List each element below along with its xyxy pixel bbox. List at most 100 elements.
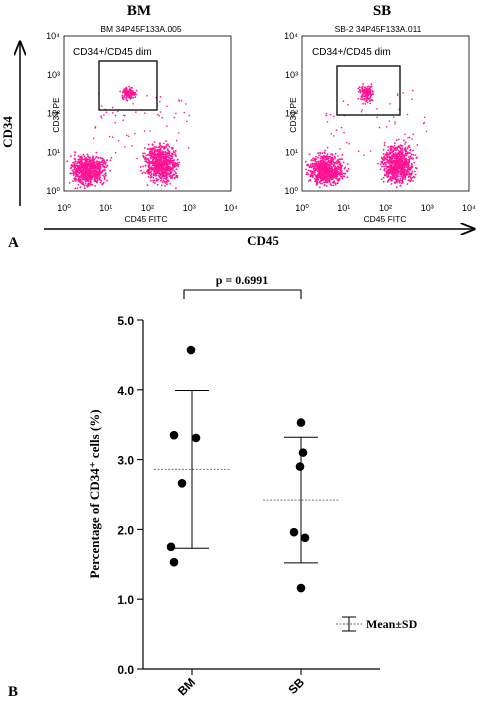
event-dot — [330, 153, 332, 156]
event-dot — [397, 145, 400, 147]
event-dot — [396, 161, 399, 164]
event-dot — [91, 167, 93, 169]
event-dot — [315, 155, 317, 158]
event-dot — [410, 165, 413, 168]
data-point — [169, 430, 179, 440]
event-dot — [383, 167, 386, 170]
event-dot — [315, 161, 318, 164]
event-dot — [321, 182, 324, 185]
event-dot — [174, 176, 177, 179]
y-tick-label: 10⁰ — [46, 186, 60, 196]
event-dot — [326, 155, 329, 157]
event-dot — [323, 162, 326, 165]
event-dot — [382, 163, 385, 166]
event-dot — [175, 168, 178, 171]
event-dot — [337, 155, 339, 157]
event-dot — [387, 146, 389, 148]
event-dot — [391, 145, 394, 148]
event-dot — [173, 116, 176, 119]
event-dot — [169, 161, 172, 164]
event-dot — [153, 164, 155, 166]
event-dot — [400, 153, 402, 155]
event-dot — [361, 85, 364, 88]
event-dot — [318, 154, 320, 157]
event-dot — [332, 171, 335, 174]
event-dot — [314, 164, 317, 167]
event-dot — [148, 154, 151, 157]
event-dot — [393, 173, 396, 176]
event-dot — [164, 156, 167, 158]
event-dot — [319, 182, 322, 185]
event-dot — [388, 171, 391, 174]
y-tick-label: 10¹ — [47, 147, 60, 157]
event-dot — [91, 176, 94, 179]
event-dot — [392, 161, 394, 164]
event-dot — [395, 164, 397, 167]
event-dot — [389, 169, 392, 171]
event-dot — [423, 116, 426, 119]
event-dot — [132, 96, 135, 99]
event-dot — [364, 97, 366, 100]
event-dot — [106, 159, 108, 161]
x-tick-label: 10¹ — [337, 203, 350, 213]
event-dot — [401, 147, 403, 150]
event-dot — [150, 152, 153, 155]
event-dot — [93, 179, 96, 181]
event-dot — [401, 149, 404, 152]
event-dot — [340, 176, 343, 178]
event-dot — [364, 100, 367, 103]
event-dot — [403, 166, 405, 168]
event-dot — [126, 94, 128, 97]
event-dot — [406, 152, 409, 155]
event-dot — [313, 165, 315, 168]
event-dot — [165, 174, 167, 177]
event-dot — [165, 144, 168, 146]
event-dot — [365, 88, 368, 91]
event-dot — [383, 169, 386, 172]
event-dot — [147, 154, 150, 156]
event-dot — [74, 158, 76, 161]
event-dot — [154, 182, 156, 185]
event-dot — [404, 175, 407, 178]
event-dot — [393, 176, 396, 178]
event-dot — [99, 181, 102, 184]
event-dot — [86, 160, 88, 162]
event-dot — [156, 179, 159, 181]
event-dot — [331, 156, 333, 159]
event-dot — [396, 166, 399, 169]
x-tick-label: SB — [285, 675, 307, 697]
event-dot — [316, 165, 318, 168]
event-dot — [175, 112, 177, 115]
flow-plot-bm: BM BM 34P45F133A.005 CD34+/CD45 dim 10⁰ 1… — [46, 3, 238, 224]
event-dot — [165, 146, 167, 149]
event-dot — [315, 163, 318, 166]
event-dot — [143, 152, 146, 155]
event-dot — [97, 157, 99, 159]
event-dot — [407, 170, 409, 173]
event-dot — [90, 178, 92, 181]
event-dot — [324, 167, 327, 170]
event-dot — [337, 166, 340, 169]
event-dot — [84, 179, 87, 182]
event-dot — [156, 146, 158, 149]
event-dot — [392, 116, 395, 118]
event-dot — [89, 175, 92, 178]
data-point — [289, 527, 299, 537]
event-dot — [335, 160, 338, 163]
event-dot — [399, 178, 402, 180]
event-dot — [122, 91, 124, 94]
x-ticks: 10⁰ 10¹ 10² 10³ 10⁴ — [57, 203, 238, 213]
event-dot — [128, 89, 131, 92]
event-dot — [81, 173, 84, 176]
event-dot — [330, 170, 333, 173]
event-dot — [321, 152, 324, 155]
event-dot — [171, 155, 174, 158]
event-dot — [85, 184, 88, 187]
event-dot — [392, 147, 395, 149]
event-dot — [105, 166, 107, 169]
event-dot — [79, 155, 82, 158]
event-dot — [331, 154, 334, 156]
event-dot — [155, 177, 158, 180]
event-dot — [100, 105, 103, 107]
event-dot — [175, 155, 177, 158]
